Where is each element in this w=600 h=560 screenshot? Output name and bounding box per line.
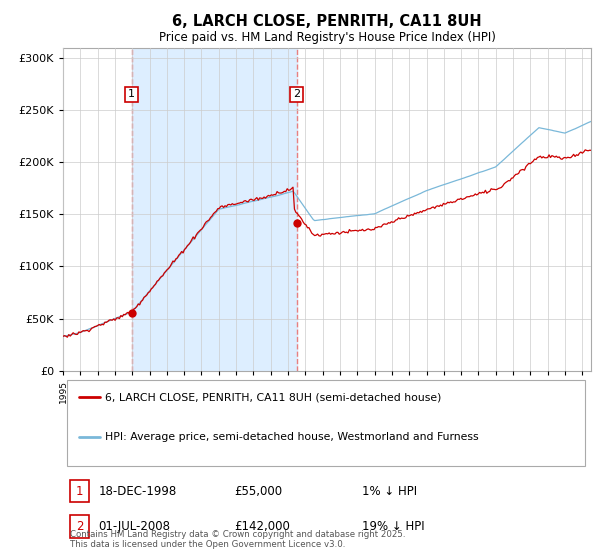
Text: 01-JUL-2008: 01-JUL-2008 xyxy=(98,520,170,533)
Text: HPI: Average price, semi-detached house, Westmorland and Furness: HPI: Average price, semi-detached house,… xyxy=(105,432,479,442)
Text: 6, LARCH CLOSE, PENRITH, CA11 8UH: 6, LARCH CLOSE, PENRITH, CA11 8UH xyxy=(172,14,482,29)
Text: 18-DEC-1998: 18-DEC-1998 xyxy=(98,484,176,497)
Text: 2: 2 xyxy=(293,90,300,100)
Text: £142,000: £142,000 xyxy=(235,520,290,533)
Text: Price paid vs. HM Land Registry's House Price Index (HPI): Price paid vs. HM Land Registry's House … xyxy=(158,31,496,44)
Text: 6, LARCH CLOSE, PENRITH, CA11 8UH (semi-detached house): 6, LARCH CLOSE, PENRITH, CA11 8UH (semi-… xyxy=(105,393,442,402)
FancyBboxPatch shape xyxy=(70,515,89,538)
Text: 1: 1 xyxy=(76,484,83,497)
Text: 2: 2 xyxy=(76,520,83,533)
FancyBboxPatch shape xyxy=(70,480,89,502)
Text: 19% ↓ HPI: 19% ↓ HPI xyxy=(362,520,425,533)
Text: 1: 1 xyxy=(128,90,135,100)
FancyBboxPatch shape xyxy=(67,380,585,466)
Text: Contains HM Land Registry data © Crown copyright and database right 2025.
This d: Contains HM Land Registry data © Crown c… xyxy=(70,530,406,549)
Bar xyxy=(131,48,297,371)
Text: 1% ↓ HPI: 1% ↓ HPI xyxy=(362,484,418,497)
Text: £55,000: £55,000 xyxy=(235,484,283,497)
